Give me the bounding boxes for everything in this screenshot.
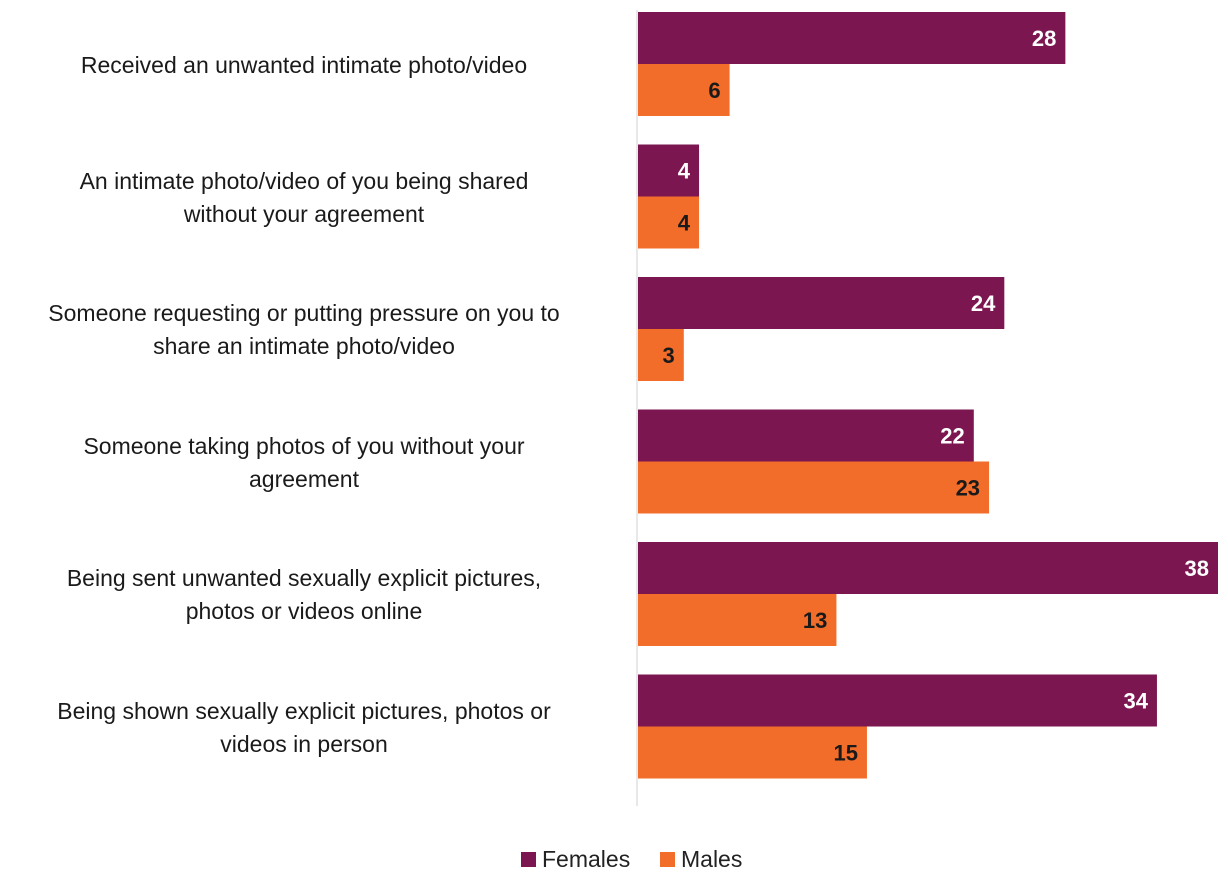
- data-label-females: 38: [1185, 556, 1209, 581]
- category-label: An intimate photo/video of you being sha…: [79, 167, 529, 227]
- data-label-females: 22: [940, 424, 964, 449]
- bar-females: [638, 542, 1218, 594]
- legend-swatch: [521, 852, 536, 867]
- data-label-males: 4: [678, 211, 691, 236]
- category-label: Being sent unwanted sexually explicit pi…: [66, 565, 542, 624]
- data-label-females: 4: [678, 159, 691, 184]
- bar-females: [638, 144, 700, 197]
- bar-males: [638, 196, 700, 249]
- bar-males: [638, 329, 684, 381]
- data-label-females: 28: [1032, 26, 1056, 51]
- bar-males: [638, 461, 990, 514]
- category-label: Received an unwanted intimate photo/vide…: [80, 51, 528, 78]
- bar-males: [638, 64, 730, 116]
- legend-item-females: Females: [521, 846, 630, 873]
- bar-females: [638, 277, 1005, 329]
- legend-item-males: Males: [660, 846, 742, 873]
- bar-males: [638, 594, 837, 646]
- data-label-males: 15: [833, 741, 857, 766]
- data-label-males: 3: [663, 343, 675, 368]
- category-label: Someone taking photos of you without you…: [83, 432, 525, 492]
- data-label-males: 13: [803, 608, 827, 633]
- legend-label: Females: [542, 846, 631, 872]
- legend-swatch: [660, 852, 675, 867]
- data-label-males: 6: [708, 78, 720, 103]
- bar-females: [638, 674, 1157, 727]
- data-label-males: 23: [956, 476, 980, 501]
- legend-label: Males: [681, 846, 743, 872]
- bar-females: [638, 12, 1066, 64]
- bar-males: [638, 726, 867, 779]
- bar-females: [638, 409, 974, 462]
- category-label: Being shown sexually explicit pictures, …: [57, 697, 551, 757]
- data-label-females: 24: [971, 291, 996, 316]
- legend: Females Males: [0, 846, 1228, 873]
- data-label-females: 34: [1123, 689, 1148, 714]
- category-label: Someone requesting or putting pressure o…: [48, 300, 560, 359]
